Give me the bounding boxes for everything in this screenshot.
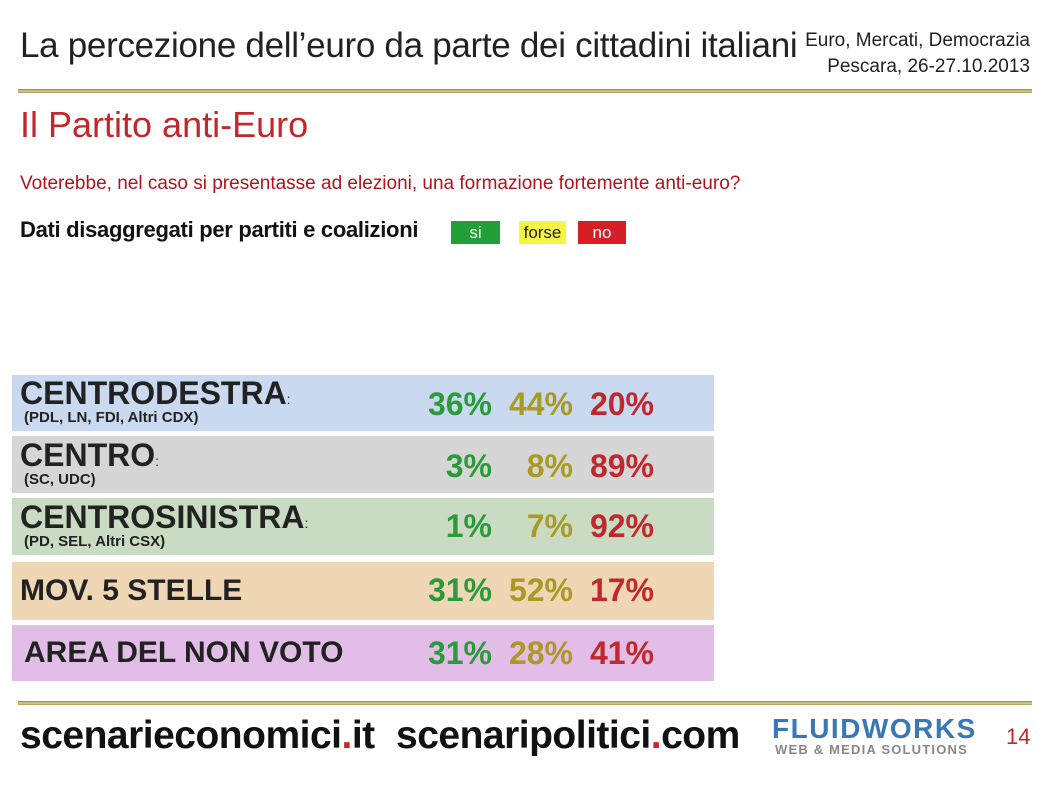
value-no: 89% xyxy=(589,448,654,484)
row-centro: CENTRO: (SC, UDC) 3% 8% 89% xyxy=(12,436,714,493)
legend-si: si xyxy=(451,221,500,244)
value-forse: 52% xyxy=(508,572,573,608)
value-forse: 7% xyxy=(526,508,573,544)
value-no: 41% xyxy=(589,635,654,671)
value-forse: 8% xyxy=(526,448,573,484)
page-number: 14 xyxy=(1006,724,1031,749)
fluidworks-logo: FLUIDWORKS xyxy=(772,713,977,744)
row-label: MOV. 5 STELLE xyxy=(20,574,243,607)
slide-subtitle: Il Partito anti-Euro xyxy=(20,104,309,145)
value-no: 92% xyxy=(589,508,654,544)
row-non-voto: AREA DEL NON VOTO 31% 28% 41% xyxy=(12,625,714,681)
value-no: 20% xyxy=(589,386,654,422)
row-sublabel: (PD, SEL, Altri CSX) xyxy=(24,533,166,550)
fluidworks-tagline: WEB & MEDIA SOLUTIONS xyxy=(775,742,968,757)
event-place-date: Pescara, 26-27.10.2013 xyxy=(827,56,1030,77)
row-label: CENTRO: xyxy=(20,437,159,473)
row-sublabel: (PDL, LN, FDI, Altri CDX) xyxy=(24,409,199,426)
row-label: CENTROSINISTRA: xyxy=(20,499,309,535)
event-info: Euro, Mercati, Democrazia Pescara, 26-27… xyxy=(805,28,1030,80)
footer-divider xyxy=(18,701,1032,705)
value-forse: 28% xyxy=(508,635,573,671)
legend-no: no xyxy=(578,221,626,244)
row-sublabel: (SC, UDC) xyxy=(24,471,96,488)
slide-title: La percezione dell’euro da parte dei cit… xyxy=(20,26,798,65)
site-link-scenaripolitici[interactable]: scenaripolitici.com xyxy=(396,714,740,757)
value-si: 36% xyxy=(427,386,492,422)
row-label: AREA DEL NON VOTO xyxy=(24,636,344,669)
row-centrosinistra: CENTROSINISTRA: (PD, SEL, Altri CSX) 1% … xyxy=(12,498,714,555)
row-centrodestra: CENTRODESTRA: (PDL, LN, FDI, Altri CDX) … xyxy=(12,375,714,431)
value-si: 3% xyxy=(445,448,492,484)
value-no: 17% xyxy=(589,572,654,608)
row-m5s: MOV. 5 STELLE 31% 52% 17% xyxy=(12,562,714,620)
breakdown-label: Dati disaggregati per partiti e coalizio… xyxy=(20,217,419,242)
row-label: CENTRODESTRA: xyxy=(20,375,291,411)
value-forse: 44% xyxy=(508,386,573,422)
header-divider xyxy=(18,89,1032,93)
event-name: Euro, Mercati, Democrazia xyxy=(805,30,1030,51)
value-si: 31% xyxy=(427,635,492,671)
legend-forse: forse xyxy=(519,221,566,244)
site-link-scenarieconomici[interactable]: scenarieconomici.it xyxy=(20,714,375,757)
survey-question: Voterebbe, nel caso si presentasse ad el… xyxy=(20,173,741,194)
value-si: 31% xyxy=(427,572,492,608)
value-si: 1% xyxy=(445,508,492,544)
